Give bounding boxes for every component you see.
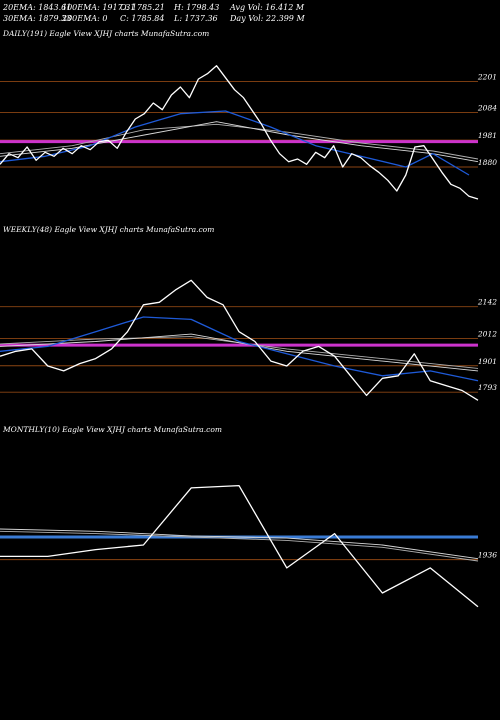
daily-ytick-label: 1880 [478, 158, 497, 167]
header-30ema: 30EMA: 1879.33 [3, 14, 71, 23]
monthly-panel-title: MONTHLY(10) Eagle View XJHJ charts Munaf… [2, 425, 222, 434]
weekly-ytick-label: 2012 [477, 330, 497, 339]
weekly-ytick-label: 1793 [478, 383, 497, 392]
weekly-panel: WEEKLY(48) Eagle View XJHJ charts Munafa… [0, 225, 497, 401]
daily-ema-fast-line [0, 110, 470, 176]
daily-price-line [0, 65, 479, 200]
header-open: O: 1785.21 [120, 3, 165, 12]
header-high: H: 1798.43 [173, 3, 219, 12]
header-close: C: 1785.84 [120, 14, 164, 23]
header-20ema: 20EMA: 1843.61 [2, 3, 71, 12]
weekly-price-line [0, 279, 479, 401]
weekly-ema-slow-line [0, 333, 479, 372]
weekly-panel-title: WEEKLY(48) Eagle View XJHJ charts Munafa… [3, 225, 214, 234]
weekly-ema-fast-line [0, 316, 479, 382]
daily-ytick-label: 2084 [477, 104, 497, 113]
monthly-ema-slow-line [0, 528, 479, 560]
daily-panel-title: DAILY(191) Eagle View XJHJ charts Munafa… [2, 29, 209, 38]
daily-ytick-label: 1981 [478, 131, 497, 140]
monthly-ema-slow2-line [0, 530, 479, 562]
header-low: L: 1737.36 [173, 14, 218, 23]
header-day-vol: Day Vol: 22.399 M [229, 14, 305, 23]
daily-panel: DAILY(191) Eagle View XJHJ charts Munafa… [0, 29, 497, 200]
header-100ema: 100EMA: 1917.31 [62, 3, 135, 12]
header-avg-vol: Avg Vol: 16.412 M [229, 3, 305, 12]
monthly-price-line [0, 484, 479, 608]
weekly-ytick-label: 1901 [478, 357, 497, 366]
daily-ema-slow-line [0, 121, 479, 163]
monthly-ytick-label: 1936 [478, 551, 497, 560]
daily-ytick-label: 2201 [477, 72, 497, 81]
monthly-panel: MONTHLY(10) Eagle View XJHJ charts Munaf… [0, 425, 497, 608]
header-200ema: 200EMA: 0 [61, 14, 107, 23]
weekly-ytick-label: 2142 [477, 298, 497, 307]
